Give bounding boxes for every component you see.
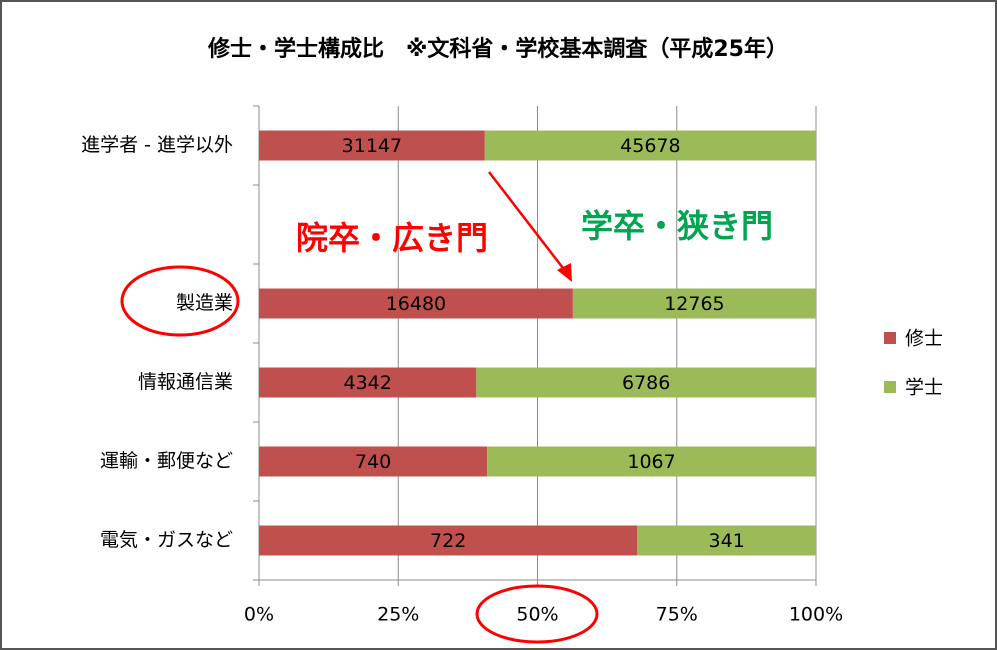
legend-swatch (884, 332, 896, 344)
value-label: 31147 (342, 135, 402, 157)
value-label: 12765 (664, 293, 724, 315)
y-tick-label: 運輸・郵便など (100, 450, 233, 472)
x-tick-label: 100% (789, 604, 843, 626)
annotation: 学卒・狭き門 (581, 207, 773, 245)
bar-segment (259, 288, 573, 319)
x-tick-label: 50% (516, 604, 558, 626)
value-label: 1067 (627, 451, 675, 473)
arrow-head (557, 263, 572, 282)
bar-segment (487, 446, 816, 477)
annotation: 院卒・広き門 (296, 219, 488, 257)
legend-swatch (884, 381, 896, 393)
legend-label: 修士 (905, 328, 943, 350)
bar-segment (259, 446, 488, 477)
y-tick-label: 製造業 (176, 292, 233, 314)
bar-segment (259, 130, 485, 161)
bar-segment (484, 130, 816, 161)
y-tick-label: 情報通信業 (138, 371, 233, 393)
bar-segment (637, 525, 816, 556)
y-tick-label: 電気・ガスなど (100, 529, 233, 551)
bar-segment (259, 525, 638, 556)
x-tick-label: 25% (377, 604, 419, 626)
bar-segment (476, 367, 816, 398)
x-tick-label: 75% (656, 604, 698, 626)
value-label: 341 (709, 530, 745, 552)
value-label: 6786 (622, 372, 670, 394)
annotation-arrow (488, 171, 567, 273)
highlight-circle (120, 265, 240, 337)
value-label: 4342 (343, 372, 391, 394)
y-tick-label: 進学者 - 進学以外 (81, 134, 233, 156)
highlight-circle (475, 584, 599, 644)
bar-segment (572, 288, 816, 319)
bar-segment (259, 367, 477, 398)
legend-label: 学士 (905, 377, 943, 399)
value-label: 16480 (386, 293, 446, 315)
x-tick-label: 0% (244, 604, 274, 626)
value-label: 722 (430, 530, 466, 552)
value-label: 45678 (620, 135, 680, 157)
chart-title: 修士・学士構成比 ※文科省・学校基本調査（平成25年） (207, 36, 788, 62)
value-label: 740 (355, 451, 391, 473)
